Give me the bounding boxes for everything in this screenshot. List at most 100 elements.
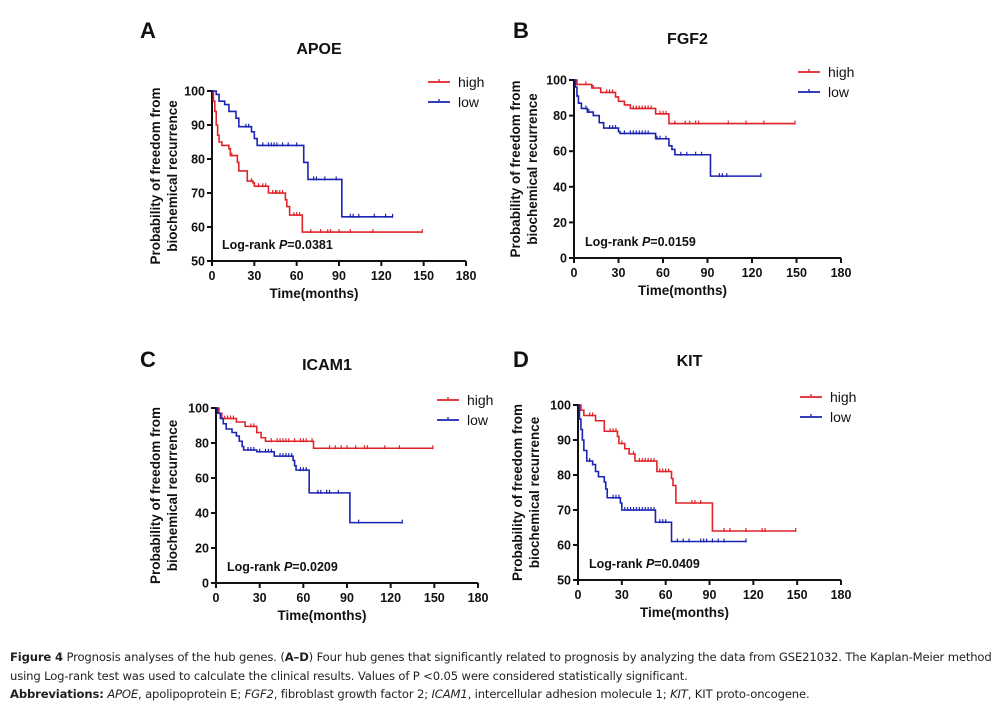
- annotation-p: P: [279, 238, 288, 252]
- y-tick-label: 60: [191, 221, 205, 235]
- abbrev-definition: , apolipoprotein E;: [138, 687, 245, 701]
- y-tick-label: 50: [191, 255, 205, 269]
- x-tick-label: 90: [332, 269, 346, 283]
- y-tick-label: 100: [546, 74, 567, 88]
- y-axis-label: Probability of freedom from: [508, 80, 523, 257]
- log-rank-annotation: Log-rank P=0.0159: [585, 235, 696, 249]
- x-tick-label: 0: [575, 588, 582, 602]
- x-tick-label: 60: [656, 266, 670, 280]
- abbrev-definition: , intercellular adhesion molecule 1;: [467, 687, 671, 701]
- km-curve-low: [578, 404, 747, 543]
- x-tick-label: 60: [659, 588, 673, 602]
- x-tick-label: 60: [290, 269, 304, 283]
- legend-label-high: high: [828, 64, 854, 80]
- chart-title: KIT: [677, 353, 703, 370]
- x-axis-label: Time(months): [269, 286, 358, 301]
- x-tick-label: 180: [468, 591, 489, 605]
- chart-title: FGF2: [667, 31, 708, 48]
- x-tick-label: 120: [380, 591, 401, 605]
- panel-letter: C: [140, 347, 156, 372]
- y-tick-label: 80: [191, 153, 205, 167]
- legend-label-low: low: [830, 409, 852, 425]
- x-tick-label: 90: [703, 588, 717, 602]
- x-tick-label: 30: [253, 591, 267, 605]
- y-tick-label: 90: [191, 119, 205, 133]
- x-tick-label: 150: [413, 269, 434, 283]
- abbrev-definition: , KIT proto-oncogene.: [687, 687, 810, 701]
- x-tick-label: 120: [742, 266, 763, 280]
- y-axis-label: biochemical recurrence: [527, 416, 542, 568]
- x-tick-label: 0: [209, 269, 216, 283]
- y-tick-label: 40: [195, 507, 209, 521]
- x-tick-label: 30: [612, 266, 626, 280]
- y-axis-label: biochemical recurrence: [165, 419, 180, 571]
- caption-text-1: Prognosis analyses of the hub genes. (: [62, 650, 285, 664]
- x-tick-label: 180: [456, 269, 477, 283]
- km-curve-low: [212, 90, 393, 218]
- legend-label-low: low: [828, 84, 850, 100]
- y-tick-label: 50: [557, 574, 571, 588]
- y-tick-label: 20: [553, 216, 567, 230]
- figure-4-km-plots: A APOE 50 60 70 80 90 100 0 30 60 90 120 150 180 Time(m…: [140, 18, 856, 623]
- figure-caption: Figure 4 Prognosis analyses of the hub g…: [10, 648, 995, 704]
- caption-panel-range: A–D: [284, 650, 309, 664]
- y-axis-label: Probability of freedom from: [148, 87, 163, 264]
- km-curve-high: [574, 79, 796, 125]
- x-tick-label: 30: [247, 269, 261, 283]
- y-tick-label: 0: [202, 577, 209, 591]
- y-axis-label: Probability of freedom from: [148, 407, 163, 584]
- abbrev-term: APOE: [107, 687, 139, 701]
- annotation-prefix: Log-rank: [589, 557, 646, 571]
- y-tick-label: 70: [191, 187, 205, 201]
- abbrev-term: ICAM1: [431, 687, 468, 701]
- annotation-value: =0.0209: [292, 560, 338, 574]
- legend-label-low: low: [458, 94, 480, 110]
- y-tick-label: 90: [557, 434, 571, 448]
- y-tick-label: 80: [195, 437, 209, 451]
- km-curve-low: [574, 79, 761, 177]
- chart-title: ICAM1: [302, 357, 352, 374]
- y-axis-label: Probability of freedom from: [510, 404, 525, 581]
- annotation-value: =0.0381: [287, 238, 333, 252]
- panel-letter: B: [513, 18, 529, 43]
- chart-title: APOE: [296, 41, 342, 58]
- legend-label-high: high: [467, 392, 493, 408]
- y-tick-label: 70: [557, 504, 571, 518]
- annotation-p: P: [284, 560, 293, 574]
- log-rank-annotation: Log-rank P=0.0381: [222, 238, 333, 252]
- x-axis-label: Time(months): [638, 283, 727, 298]
- abbreviations-label: Abbreviations:: [10, 687, 104, 701]
- km-panel-c: C ICAM1 0 20 40 60 80 100 0 30 60 90 120 150 180 Time(m…: [140, 347, 493, 623]
- km-curve-low: [216, 407, 403, 524]
- y-tick-label: 0: [560, 252, 567, 266]
- km-curve-high: [578, 404, 796, 532]
- caption-figure-label: Figure 4: [10, 650, 63, 664]
- panel-letter: D: [513, 347, 529, 372]
- y-tick-label: 20: [195, 542, 209, 556]
- annotation-value: =0.0409: [654, 557, 700, 571]
- x-tick-label: 0: [213, 591, 220, 605]
- y-tick-label: 40: [553, 180, 567, 194]
- y-axis-label: biochemical recurrence: [165, 100, 180, 252]
- annotation-p: P: [642, 235, 651, 249]
- x-tick-label: 150: [786, 266, 807, 280]
- km-panel-b: B FGF2 0 20 40 60 80 100 0 30 60 90 120 150 180 Time(mo…: [508, 18, 854, 298]
- x-tick-label: 120: [743, 588, 764, 602]
- x-tick-label: 90: [701, 266, 715, 280]
- abbrev-definition: , fibroblast growth factor 2;: [273, 687, 432, 701]
- y-tick-label: 100: [184, 85, 205, 99]
- x-tick-label: 150: [424, 591, 445, 605]
- x-tick-label: 120: [371, 269, 392, 283]
- y-tick-label: 100: [188, 402, 209, 416]
- x-axis-label: Time(months): [640, 605, 729, 620]
- y-tick-label: 80: [553, 109, 567, 123]
- x-tick-label: 90: [340, 591, 354, 605]
- caption-line-2: using Log-rank test was used to calculat…: [10, 668, 688, 683]
- x-tick-label: 30: [615, 588, 629, 602]
- panel-letter: A: [140, 18, 156, 43]
- x-tick-label: 180: [831, 588, 852, 602]
- log-rank-annotation: Log-rank P=0.0209: [227, 560, 338, 574]
- x-tick-label: 0: [571, 266, 578, 280]
- abbrev-term: FGF2: [244, 687, 274, 701]
- y-tick-label: 60: [195, 472, 209, 486]
